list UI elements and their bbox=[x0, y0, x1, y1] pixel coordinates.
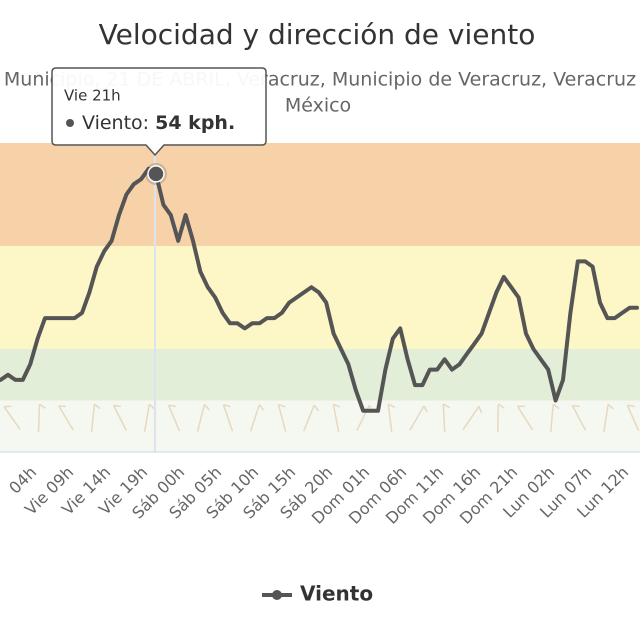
wind-arrow bbox=[409, 405, 428, 431]
tooltip-title: Vie 21h bbox=[64, 87, 121, 105]
wind-arrow bbox=[277, 403, 287, 432]
wind-arrow bbox=[196, 403, 210, 432]
wind-arrow bbox=[550, 403, 560, 433]
wind-arrow bbox=[143, 403, 156, 432]
legend-marker bbox=[272, 590, 282, 600]
wind-arrow bbox=[3, 405, 21, 430]
wind-arrow bbox=[303, 404, 319, 432]
wind-arrow bbox=[387, 403, 396, 432]
plot bbox=[0, 162, 639, 413]
wind-arrow bbox=[626, 404, 640, 432]
wind-arrow bbox=[462, 405, 483, 431]
plot-band bbox=[0, 400, 640, 452]
tooltip-bullet bbox=[66, 119, 74, 127]
wind-arrows bbox=[3, 403, 640, 433]
series-line bbox=[0, 166, 639, 413]
legend: Viento bbox=[262, 582, 373, 606]
tooltip: Vie 21h Viento: 54 kph. bbox=[51, 67, 267, 157]
wind-arrow bbox=[603, 403, 614, 432]
wind-arrow bbox=[249, 404, 265, 432]
tooltip-label: Viento: 54 kph. bbox=[82, 112, 235, 134]
wind-arrow bbox=[571, 404, 587, 431]
tooltip-series: Viento: bbox=[82, 112, 149, 134]
tooltip-box bbox=[51, 67, 267, 157]
chart-title: Velocidad y dirección de viento bbox=[99, 18, 536, 51]
wind-arrow bbox=[58, 405, 74, 431]
wind-arrow bbox=[516, 405, 534, 431]
plot-band bbox=[0, 143, 640, 246]
plot-band bbox=[0, 246, 640, 349]
wind-arrow bbox=[497, 403, 505, 433]
wind-arrow bbox=[332, 403, 341, 432]
plot-bands bbox=[0, 143, 640, 452]
plot-band bbox=[0, 349, 640, 401]
wind-arrow bbox=[90, 403, 101, 433]
chart-subtitle: México bbox=[285, 95, 351, 117]
wind-arrow bbox=[167, 404, 181, 432]
legend-label: Viento bbox=[300, 582, 373, 606]
hover-point bbox=[147, 165, 165, 183]
wind-arrow bbox=[222, 404, 234, 432]
wind-arrow bbox=[37, 403, 46, 433]
wind-arrow bbox=[442, 403, 450, 433]
wind-arrow bbox=[112, 404, 128, 431]
tooltip-value: 54 kph. bbox=[155, 112, 235, 134]
